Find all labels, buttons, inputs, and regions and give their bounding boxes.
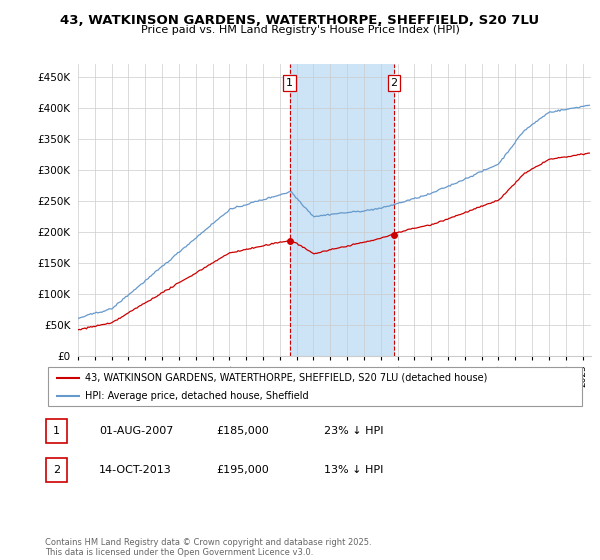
FancyBboxPatch shape	[46, 418, 67, 443]
Text: 13% ↓ HPI: 13% ↓ HPI	[324, 465, 383, 475]
Bar	[290, 64, 394, 356]
FancyBboxPatch shape	[48, 367, 582, 406]
Text: 43, WATKINSON GARDENS, WATERTHORPE, SHEFFIELD, S20 7LU (detached house): 43, WATKINSON GARDENS, WATERTHORPE, SHEF…	[85, 373, 488, 383]
Text: 43, WATKINSON GARDENS, WATERTHORPE, SHEFFIELD, S20 7LU: 43, WATKINSON GARDENS, WATERTHORPE, SHEF…	[61, 14, 539, 27]
Text: Price paid vs. HM Land Registry's House Price Index (HPI): Price paid vs. HM Land Registry's House …	[140, 25, 460, 35]
Text: HPI: Average price, detached house, Sheffield: HPI: Average price, detached house, Shef…	[85, 391, 309, 401]
Text: 23% ↓ HPI: 23% ↓ HPI	[324, 426, 383, 436]
Text: 2: 2	[391, 78, 398, 88]
Text: £185,000: £185,000	[216, 426, 269, 436]
Text: £195,000: £195,000	[216, 465, 269, 475]
Text: Contains HM Land Registry data © Crown copyright and database right 2025.
This d: Contains HM Land Registry data © Crown c…	[45, 538, 371, 557]
Text: 1: 1	[53, 426, 60, 436]
Text: 01-AUG-2007: 01-AUG-2007	[99, 426, 173, 436]
Text: 1: 1	[286, 78, 293, 88]
Text: 2: 2	[53, 465, 60, 475]
Text: 14-OCT-2013: 14-OCT-2013	[99, 465, 172, 475]
FancyBboxPatch shape	[46, 458, 67, 482]
